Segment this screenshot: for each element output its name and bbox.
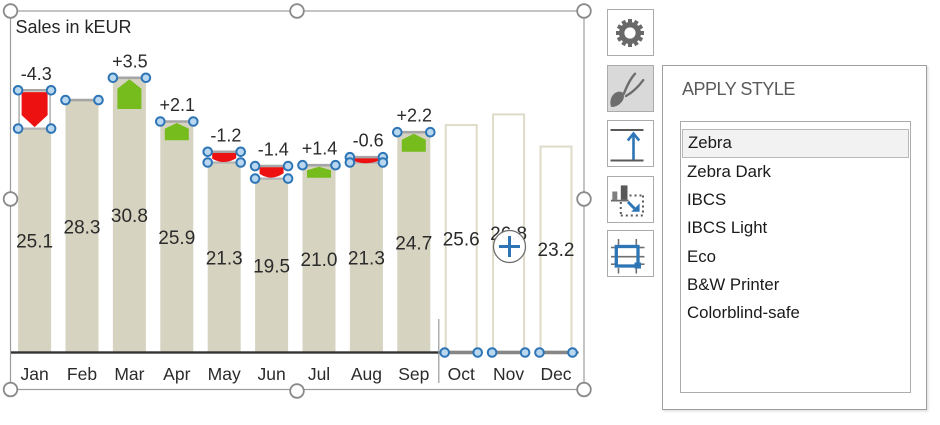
- svg-text:-1.2: -1.2: [210, 125, 241, 145]
- svg-text:-4.3: -4.3: [21, 64, 52, 84]
- svg-text:28.3: 28.3: [64, 217, 101, 238]
- svg-text:Jan: Jan: [20, 364, 48, 384]
- svg-text:Jun: Jun: [257, 364, 285, 384]
- svg-text:May: May: [208, 364, 241, 384]
- svg-text:Feb: Feb: [67, 364, 97, 384]
- svg-text:-0.6: -0.6: [353, 131, 384, 151]
- svg-text:25.6: 25.6: [443, 229, 480, 250]
- svg-text:25.9: 25.9: [158, 228, 195, 249]
- svg-text:+1.4: +1.4: [302, 139, 338, 159]
- svg-text:Apr: Apr: [163, 364, 190, 384]
- svg-text:21.3: 21.3: [348, 249, 385, 270]
- svg-text:Nov: Nov: [493, 364, 524, 384]
- svg-text:Mar: Mar: [114, 364, 144, 384]
- svg-text:21.0: 21.0: [301, 250, 338, 271]
- svg-text:25.1: 25.1: [16, 232, 53, 253]
- svg-text:30.8: 30.8: [111, 206, 148, 227]
- svg-text:Sales in kEUR: Sales in kEUR: [16, 17, 132, 37]
- svg-text:Sep: Sep: [398, 364, 429, 384]
- svg-text:+2.1: +2.1: [160, 95, 196, 115]
- svg-text:+2.2: +2.2: [397, 106, 433, 126]
- svg-text:19.5: 19.5: [253, 257, 290, 278]
- svg-text:21.3: 21.3: [206, 249, 243, 270]
- svg-text:Dec: Dec: [540, 364, 571, 384]
- svg-text:Jul: Jul: [308, 364, 330, 384]
- svg-text:24.7: 24.7: [395, 233, 432, 254]
- svg-text:+3.5: +3.5: [112, 51, 148, 71]
- svg-text:Oct: Oct: [448, 364, 475, 384]
- svg-text:-1.4: -1.4: [258, 140, 289, 160]
- svg-text:23.2: 23.2: [538, 240, 575, 261]
- svg-text:Aug: Aug: [351, 364, 382, 384]
